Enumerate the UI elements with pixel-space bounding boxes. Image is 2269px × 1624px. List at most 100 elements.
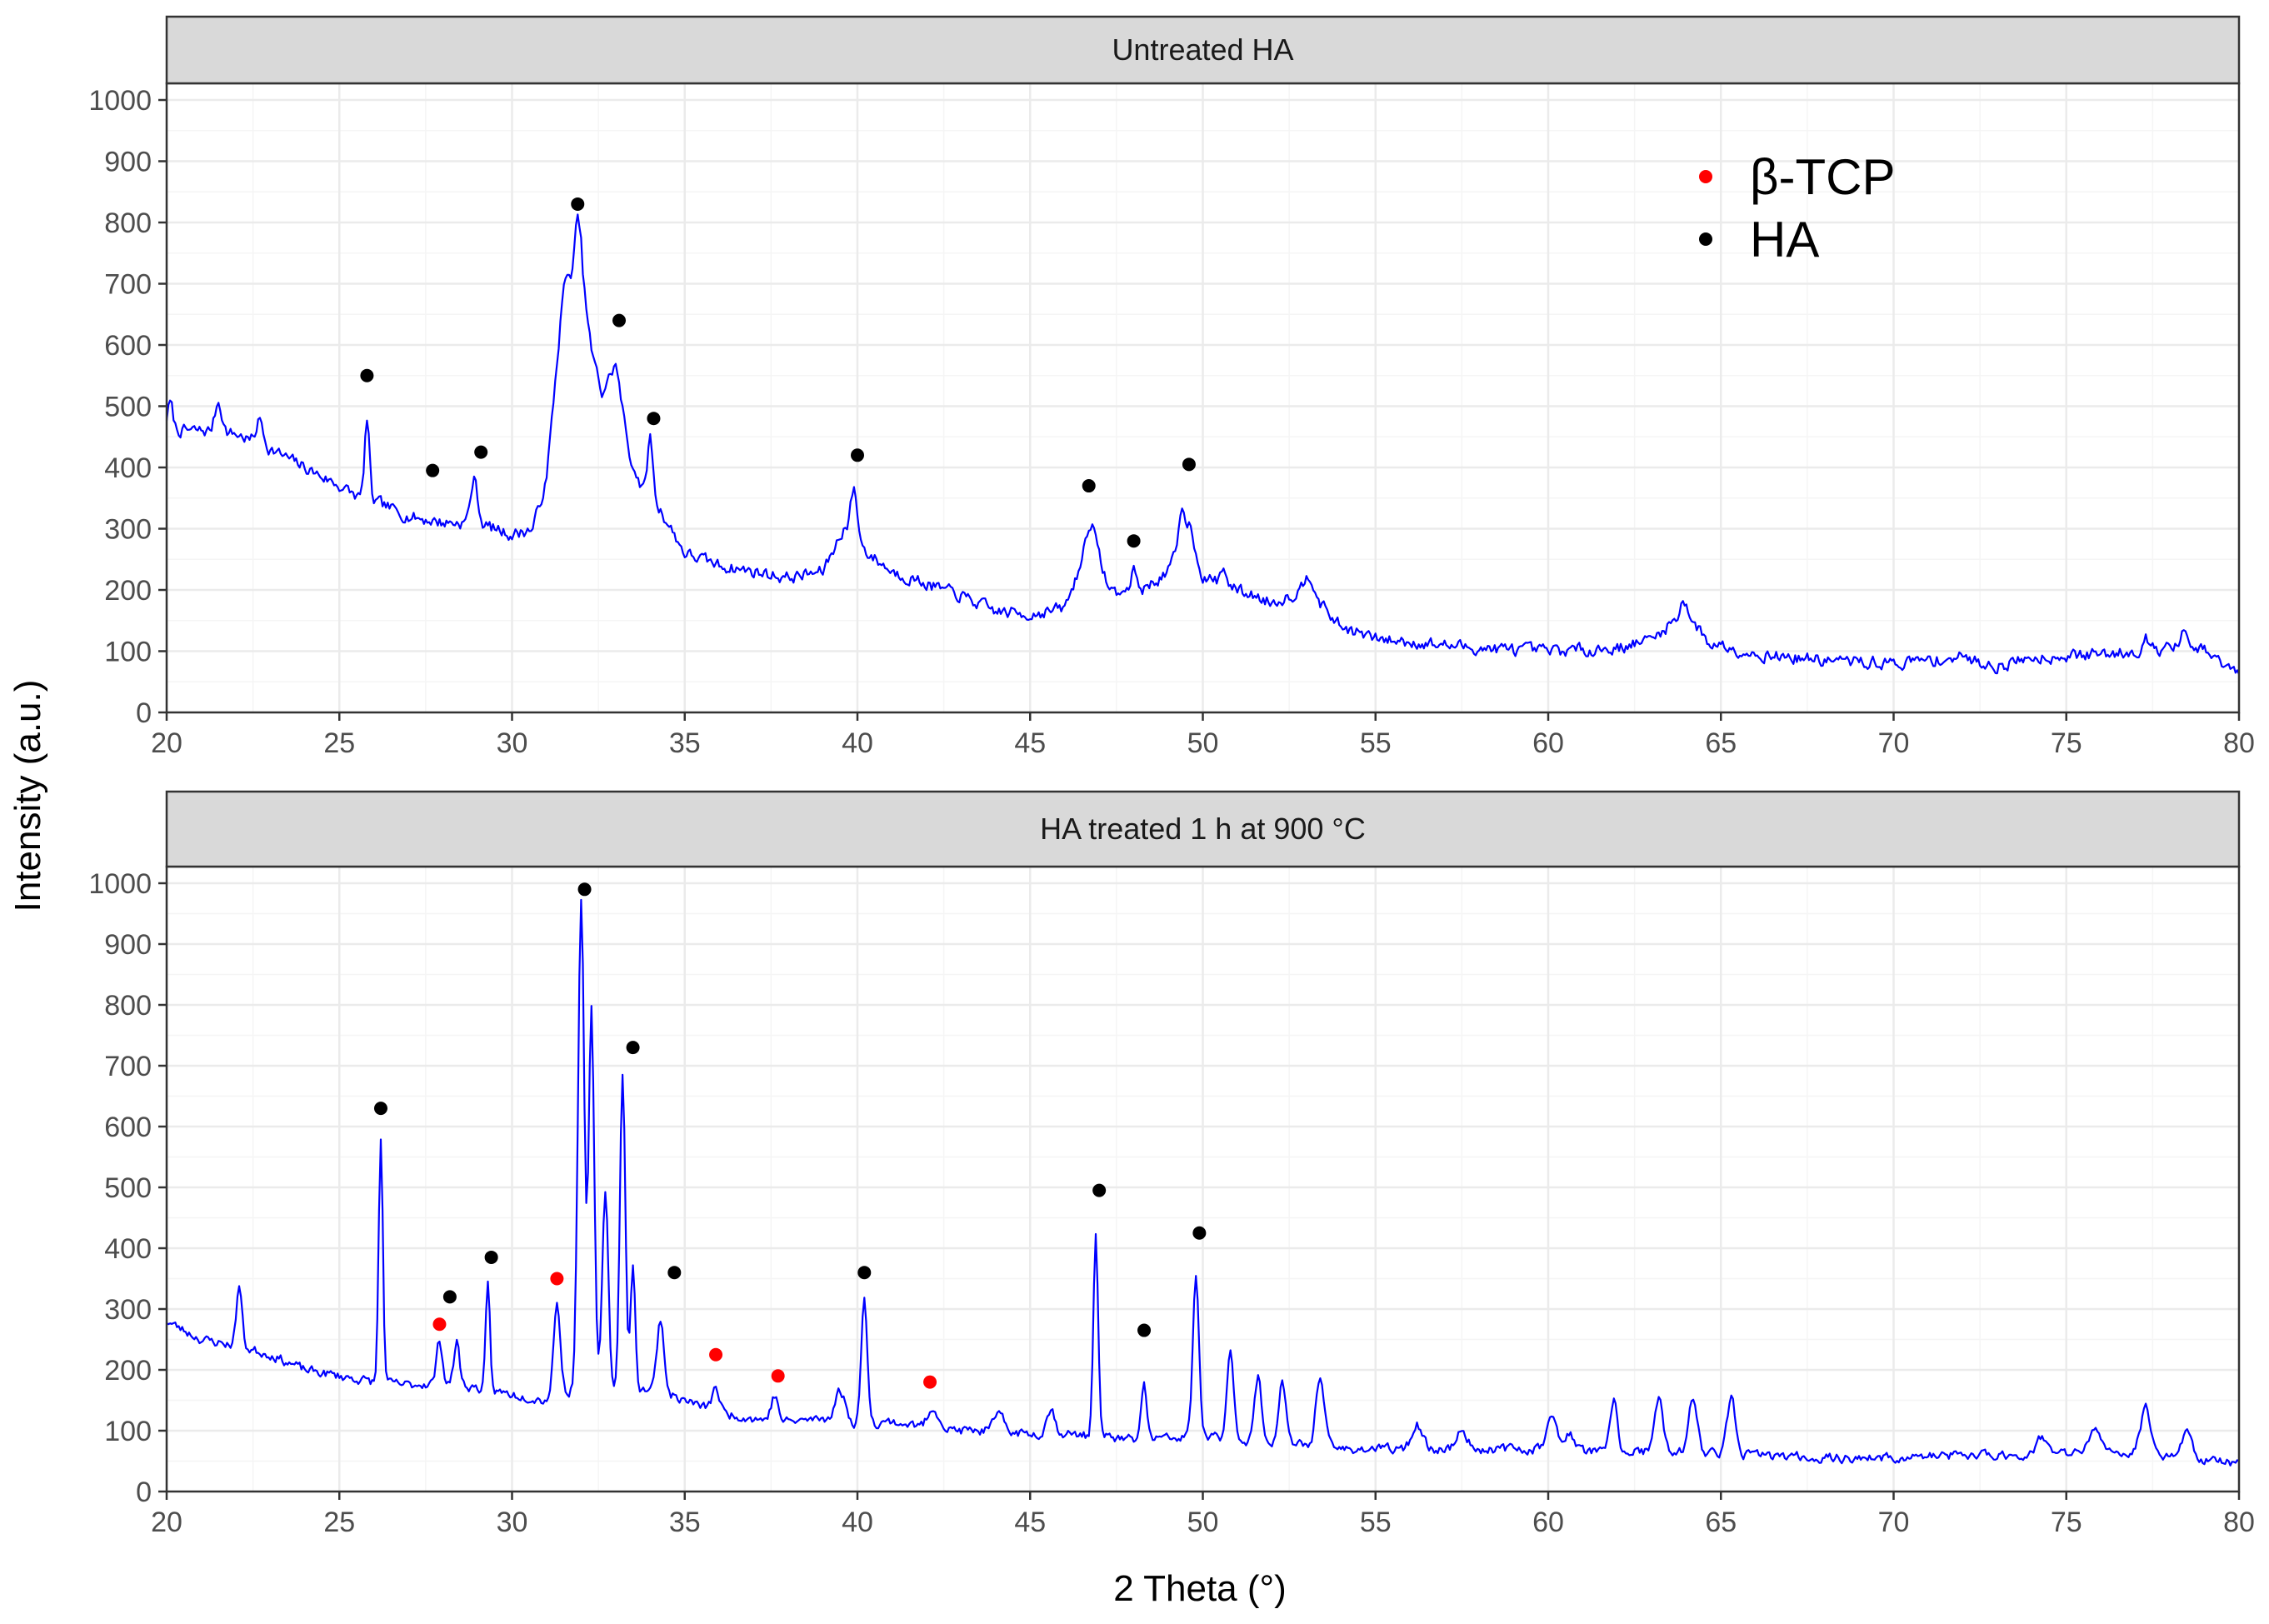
legend-marker [1699,170,1712,183]
panel-1: Untreated HA 0 100 200 300 400 500 600 700 800 900… [88,15,2255,759]
tcp-marker [432,1317,447,1332]
legend-label: HA [1750,212,1819,267]
y-tick-label: 900 [104,929,152,961]
x-tick-label: 65 [1705,727,1737,759]
ha-marker [1137,1323,1152,1337]
x-tick-label: 35 [669,727,701,759]
strip-background [165,15,2241,85]
y-tick-label: 800 [104,207,152,239]
ha-marker [577,882,592,897]
strip-background [165,790,2241,868]
legend: β-TCP HA [1699,149,1896,267]
y-axis: 0 100 200 300 400 500 600 700 800 900 1000 [88,85,167,729]
x-tick-label: 25 [323,1507,355,1538]
y-tick-label: 100 [104,1416,152,1447]
x-tick-label: 40 [842,1507,873,1538]
y-axis-title: Intensity (a.u.) [7,680,48,912]
panel-2: HA treated 1 h at 900 °C0100200300400500… [88,790,2255,1538]
panels: Untreated HA0100200300400500600700800900… [88,15,2255,1538]
phase-markers [360,197,1196,548]
x-tick-label: 80 [2223,727,2255,759]
y-tick-label: 500 [104,392,152,423]
x-tick-label: 70 [1878,727,1910,759]
ha-marker [571,197,585,211]
legend-label: β-TCP [1750,149,1896,205]
x-tick-label: 40 [842,727,873,759]
y-tick-label: 300 [104,1294,152,1326]
legend-item: HA [1699,212,1819,267]
x-axis: 20 25 30 35 40 45 50 55 60 65 70 75 80 [151,1492,2255,1538]
y-tick-label: 200 [104,1355,152,1387]
y-tick-label: 700 [104,1051,152,1082]
ha-marker [626,1041,640,1055]
x-tick-label: 75 [2051,727,2082,759]
gridlines [165,867,2241,1493]
y-tick-label: 700 [104,269,152,301]
strip-title: HA treated 1 h at 900 °C [1040,812,1366,846]
x-tick-label: 20 [151,1507,182,1538]
y-tick-label: 600 [104,330,152,362]
y-tick-label: 0 [136,1477,152,1508]
x-tick-label: 55 [1360,1507,1392,1538]
ha-marker [1192,1226,1207,1240]
ha-marker [1127,534,1141,548]
ha-marker [426,463,440,477]
ha-marker [484,1250,498,1264]
ha-marker [1182,457,1196,472]
tcp-marker [550,1272,564,1286]
x-tick-label: 60 [1532,727,1564,759]
y-tick-label: 400 [104,1233,152,1265]
strip-title: Untreated HA [1112,32,1293,67]
y-tick-label: 800 [104,990,152,1022]
tcp-marker [771,1369,785,1383]
xrd-pattern-line [166,898,2240,1467]
tcp-marker [923,1375,937,1389]
ha-marker [373,1102,387,1116]
xrd-pattern-line [165,213,2241,675]
x-tick-label: 50 [1187,727,1219,759]
y-tick-label: 200 [104,575,152,607]
x-tick-label: 30 [497,727,528,759]
x-tick-label: 45 [1014,1507,1046,1538]
x-tick-label: 80 [2223,1507,2255,1538]
x-tick-label: 70 [1878,1507,1910,1538]
y-tick-label: 500 [104,1172,152,1204]
y-tick-label: 0 [136,697,152,729]
ha-marker [647,412,661,426]
x-tick-label: 35 [669,1507,701,1538]
x-tick-label: 50 [1187,1507,1219,1538]
y-tick-label: 1000 [88,868,152,900]
ha-marker [360,368,374,382]
x-tick-label: 55 [1360,727,1392,759]
x-tick-label: 45 [1014,727,1046,759]
ha-marker [857,1266,872,1280]
x-tick-label: 30 [497,1507,528,1538]
ha-marker [442,1290,457,1304]
x-tick-label: 60 [1532,1507,1564,1538]
y-axis: 0 100 200 300 400 500 600 700 800 900 1000 [88,868,167,1508]
x-tick-label: 65 [1705,1507,1737,1538]
y-tick-label: 900 [104,147,152,178]
ha-marker [667,1266,682,1280]
ha-marker [474,445,488,459]
x-tick-label: 20 [151,727,182,759]
x-tick-label: 25 [323,727,355,759]
ha-marker [1082,479,1096,493]
x-axis: 20 25 30 35 40 45 50 55 60 65 70 75 80 [151,712,2255,759]
y-tick-label: 400 [104,452,152,484]
ha-marker [612,313,626,327]
ha-marker [1092,1183,1107,1197]
y-tick-label: 300 [104,514,152,546]
ha-marker [851,448,864,462]
x-axis-title: 2 Theta (°) [1113,1568,1287,1609]
y-tick-label: 1000 [88,85,152,117]
tcp-marker [709,1347,723,1362]
legend-marker [1699,232,1712,246]
phase-markers [373,882,1207,1389]
y-tick-label: 600 [104,1112,152,1143]
y-tick-label: 100 [104,637,152,668]
x-tick-label: 75 [2051,1507,2082,1538]
legend-item: β-TCP [1699,149,1896,205]
